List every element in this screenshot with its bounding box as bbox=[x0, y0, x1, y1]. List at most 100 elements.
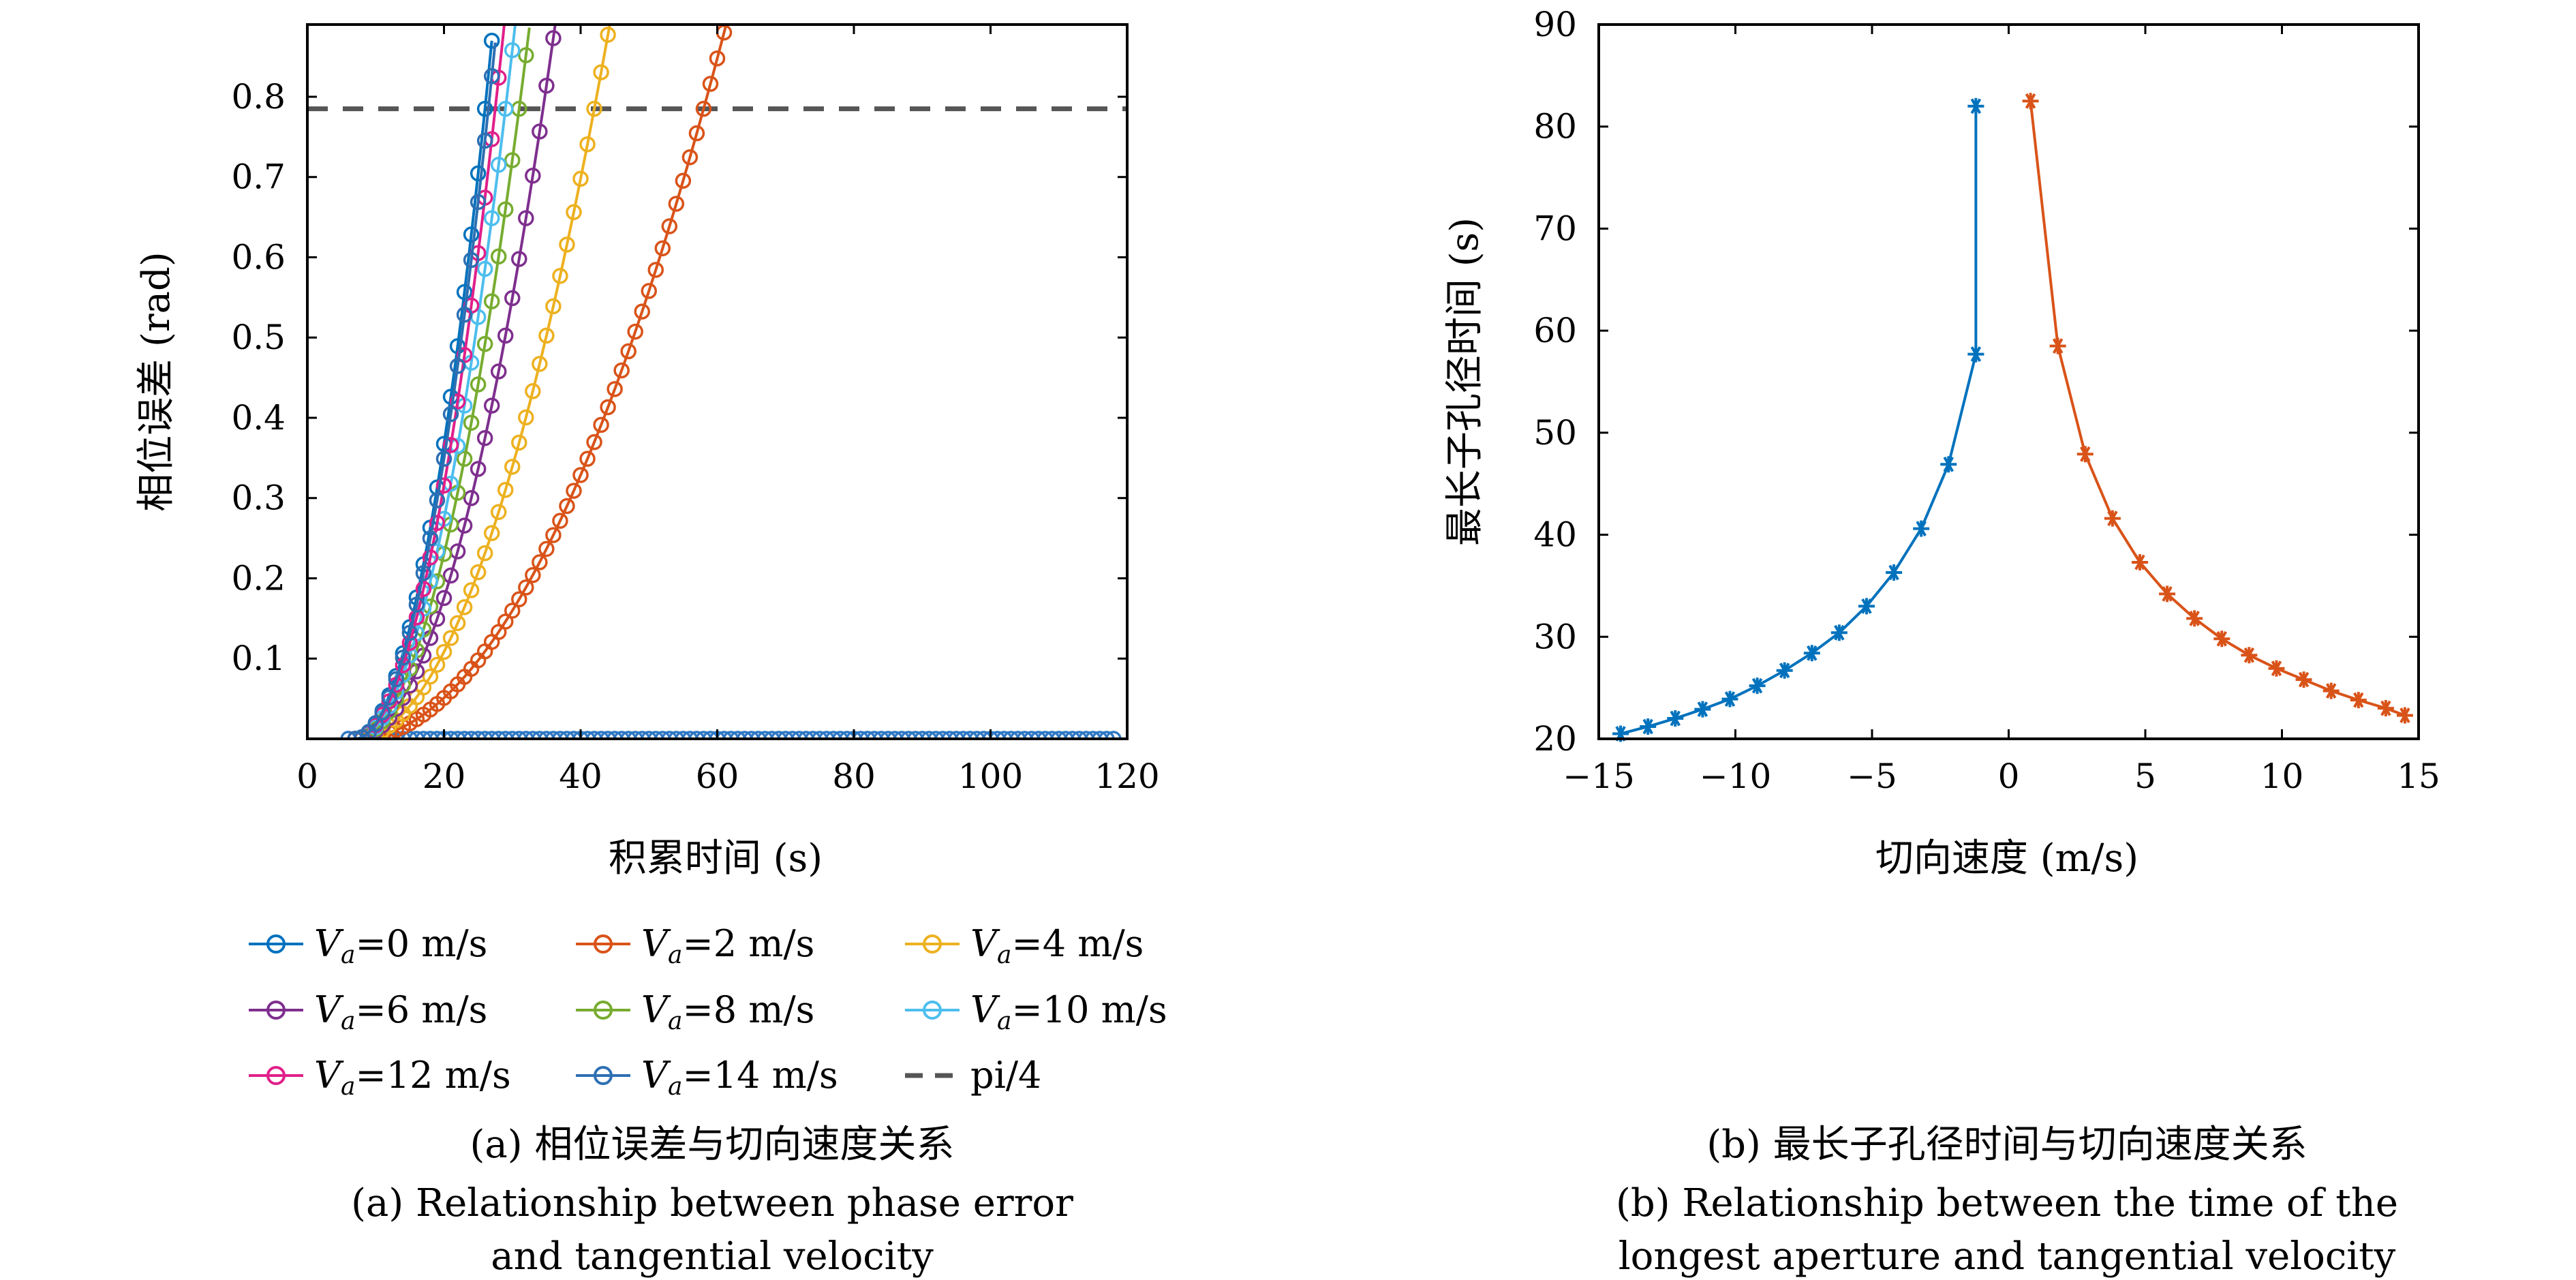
baseline-marker bbox=[545, 731, 562, 739]
legend-entry: pi/4 bbox=[905, 1054, 1041, 1097]
baseline-marker bbox=[914, 731, 930, 739]
baseline-marker bbox=[791, 731, 808, 739]
series-marker-2 bbox=[579, 451, 596, 467]
series-marker-12 bbox=[435, 477, 453, 494]
baseline-marker bbox=[859, 731, 876, 739]
baseline-marker bbox=[463, 731, 480, 739]
x-tick-label: −10 bbox=[1700, 757, 1772, 796]
baseline-marker bbox=[955, 731, 972, 739]
y-tick-label: 50 bbox=[1533, 413, 1577, 453]
series-line-b1 bbox=[2029, 101, 2406, 717]
y-tick-label: 0.5 bbox=[231, 318, 286, 357]
legend-swatch-marker bbox=[923, 934, 942, 954]
series-marker-14 bbox=[401, 624, 418, 641]
series-marker-14 bbox=[381, 689, 398, 705]
baseline-marker bbox=[996, 731, 1013, 739]
series-marker-8 bbox=[483, 293, 500, 309]
baseline-marker bbox=[688, 731, 705, 739]
baseline-marker bbox=[729, 731, 746, 739]
baseline-marker bbox=[401, 731, 418, 739]
series-marker-2 bbox=[545, 527, 562, 543]
baseline-marker bbox=[1092, 731, 1108, 739]
series-marker-14 bbox=[367, 716, 384, 732]
series-marker-4 bbox=[476, 545, 493, 562]
series-marker-b0 bbox=[1776, 662, 1793, 679]
series-marker-4 bbox=[572, 170, 589, 187]
y-tick-label: 20 bbox=[1533, 719, 1577, 759]
baseline-marker bbox=[470, 731, 487, 739]
series-marker-6 bbox=[483, 397, 500, 414]
baseline-marker bbox=[647, 731, 664, 739]
baseline-marker bbox=[743, 731, 760, 739]
series-marker-b0 bbox=[1886, 564, 1903, 581]
baseline-marker bbox=[681, 731, 699, 739]
series-marker-2 bbox=[634, 303, 650, 320]
chart-a-xlabel: 积累时间 (s) bbox=[609, 836, 823, 881]
series-marker-b0 bbox=[1913, 520, 1930, 537]
baseline-marker bbox=[1078, 731, 1094, 739]
y-tick-label: 0.1 bbox=[231, 639, 286, 678]
series-marker-2 bbox=[532, 554, 548, 570]
series-marker-4 bbox=[456, 599, 473, 615]
baseline-marker bbox=[641, 731, 657, 739]
baseline-marker bbox=[483, 731, 500, 739]
y-tick-label: 0.6 bbox=[231, 237, 286, 277]
baseline-marker bbox=[900, 731, 917, 739]
series-marker-4 bbox=[559, 237, 575, 253]
series-marker-8 bbox=[476, 335, 493, 352]
y-tick-label: 70 bbox=[1533, 209, 1577, 248]
series-marker-4 bbox=[497, 482, 514, 498]
y-tick-label: 90 bbox=[1533, 5, 1577, 44]
baseline-marker bbox=[559, 731, 575, 739]
baseline-marker bbox=[490, 731, 507, 739]
series-marker-6 bbox=[490, 363, 507, 380]
series-marker-b1 bbox=[2241, 647, 2258, 664]
series-marker-b1 bbox=[2022, 93, 2039, 110]
series-marker-10 bbox=[483, 210, 500, 226]
series-marker-b0 bbox=[1803, 645, 1820, 662]
series-marker-b0 bbox=[1667, 710, 1684, 727]
series-marker-6 bbox=[463, 490, 480, 506]
series-marker-0 bbox=[463, 226, 480, 243]
series-marker-14 bbox=[463, 252, 480, 269]
baseline-marker bbox=[1030, 731, 1047, 739]
x-tick-label: 40 bbox=[559, 757, 602, 796]
x-tick-label: −5 bbox=[1847, 757, 1897, 796]
baseline-marker bbox=[586, 731, 602, 739]
baseline-marker bbox=[675, 731, 692, 739]
series-marker-2 bbox=[681, 149, 699, 166]
series-line-b0 bbox=[1620, 106, 1978, 735]
series-marker-6 bbox=[476, 430, 493, 446]
baseline-marker bbox=[695, 731, 712, 739]
y-tick-label: 0.2 bbox=[231, 558, 286, 598]
legend-swatch-marker bbox=[923, 1001, 942, 1020]
series-marker-4 bbox=[470, 564, 487, 581]
series-marker-4 bbox=[449, 615, 466, 631]
series-marker-2 bbox=[661, 218, 678, 234]
series-marker-6 bbox=[545, 30, 562, 46]
series-marker-4 bbox=[552, 268, 568, 284]
baseline-marker bbox=[525, 731, 541, 739]
series-marker-2 bbox=[613, 362, 630, 379]
x-tick-label: 100 bbox=[958, 757, 1023, 796]
chart-a-ylabel: 相位误差 (rad) bbox=[134, 252, 179, 512]
baseline-marker bbox=[989, 731, 1006, 739]
x-tick-label: 10 bbox=[2260, 757, 2304, 796]
baseline-marker bbox=[756, 731, 773, 739]
series-marker-b1 bbox=[2295, 671, 2312, 688]
legend-entry: Va=6 m/s bbox=[249, 988, 487, 1035]
baseline-marker bbox=[1023, 731, 1040, 739]
baseline-marker bbox=[839, 731, 855, 739]
chart-a-legend: Va=0 m/s Va=2 m/s Va=4 m/s Va=6 m/s Va=8 m/s… bbox=[249, 922, 1167, 1101]
chart-b-ticks: −15 −10 −5 0 5 10 15 20 30 40 50 60 70 80 90 bbox=[1533, 5, 2440, 796]
series-marker-14 bbox=[456, 306, 473, 323]
baseline-marker bbox=[1043, 731, 1060, 739]
series-marker-6 bbox=[429, 611, 446, 627]
legend-swatch-marker bbox=[266, 1066, 286, 1085]
series-marker-12 bbox=[422, 549, 439, 566]
legend-label: Va=4 m/s bbox=[970, 922, 1144, 969]
series-marker-b0 bbox=[1967, 346, 1984, 363]
baseline-marker bbox=[934, 731, 951, 739]
series-marker-8 bbox=[463, 414, 480, 431]
